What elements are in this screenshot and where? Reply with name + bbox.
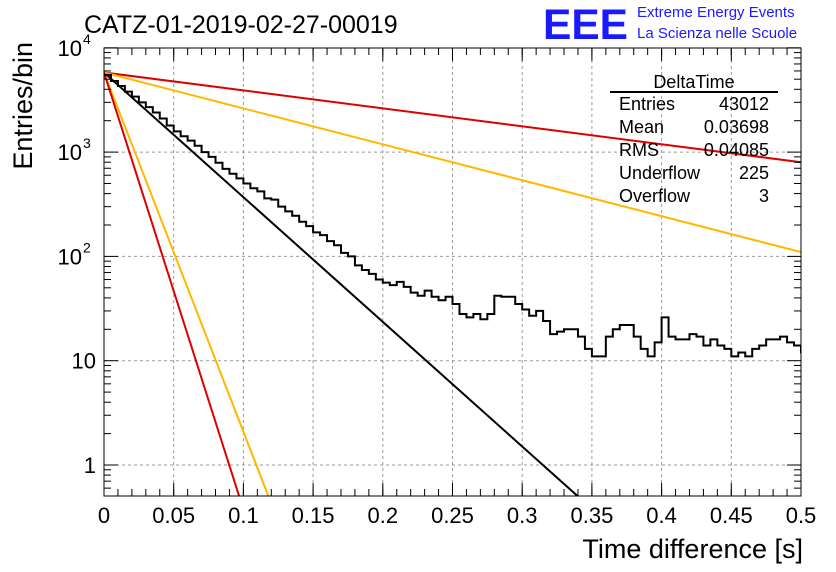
histogram — [104, 73, 801, 358]
stats-value: 0.04085 — [704, 140, 769, 160]
stats-value: 3 — [759, 186, 769, 206]
stats-box: DeltaTime Entries 43012 Mean 0.03698 RMS 0.04… — [610, 72, 778, 206]
fit-line-black — [104, 71, 579, 496]
y-tick-label: 10 — [58, 140, 82, 165]
logo-eee: EEE — [543, 1, 628, 49]
y-tick-label: 10 — [58, 244, 82, 269]
x-tick-label: 0.35 — [570, 503, 613, 528]
stats-rows: Entries 43012 Mean 0.03698 RMS 0.04085Underfl… — [619, 94, 769, 206]
x-axis-label: Time difference [s] — [582, 534, 803, 564]
fit-line-red — [104, 72, 241, 496]
logo-line-2: La Scienza nelle Scuole — [637, 25, 797, 42]
y-tick-exponent: 2 — [83, 239, 91, 255]
fit-line-orange — [104, 72, 270, 496]
x-tick-label: 0.25 — [431, 503, 474, 528]
x-tick-label: 0.45 — [710, 503, 753, 528]
axis-ticks: 0 0.05 0.1 0.15 0.2 0.25 0.3 0.35 0.4 0.45 0.5 1 10 1… — [58, 31, 817, 528]
x-tick-label: 0.4 — [646, 503, 677, 528]
y-tick-exponent: 4 — [83, 31, 91, 47]
run-title: CATZ-01-2019-02-27-00019 — [84, 11, 398, 39]
stats-label: Entries — [619, 94, 675, 114]
logo-line-1: Extreme Energy Events — [637, 4, 795, 21]
stats-title: DeltaTime — [653, 72, 734, 92]
stats-label: Underflow — [619, 163, 701, 183]
y-tick-label: 10 — [58, 36, 82, 61]
fit-lines — [104, 71, 801, 496]
y-tick-exponent: 3 — [83, 135, 91, 151]
stats-label: Overflow — [619, 186, 691, 206]
grid — [104, 48, 801, 496]
fit-line-red — [104, 71, 801, 164]
x-tick-label: 0.05 — [152, 503, 195, 528]
x-tick-label: 0.3 — [507, 503, 538, 528]
y-tick-label: 1 — [84, 453, 96, 478]
stats-value: 225 — [739, 163, 769, 183]
y-tick-label: 10 — [72, 349, 96, 374]
fit-line-orange — [104, 71, 801, 254]
x-tick-label: 0.5 — [786, 503, 817, 528]
y-axis-label: Entries/bin — [8, 42, 38, 170]
x-tick-label: 0.2 — [368, 503, 399, 528]
x-tick-label: 0 — [98, 503, 110, 528]
x-tick-label: 0.1 — [228, 503, 259, 528]
stats-value: 0.03698 — [704, 117, 769, 137]
stats-label: RMS — [619, 140, 659, 160]
stats-value: 43012 — [719, 94, 769, 114]
stats-label: Mean — [619, 117, 664, 137]
x-tick-label: 0.15 — [292, 503, 335, 528]
